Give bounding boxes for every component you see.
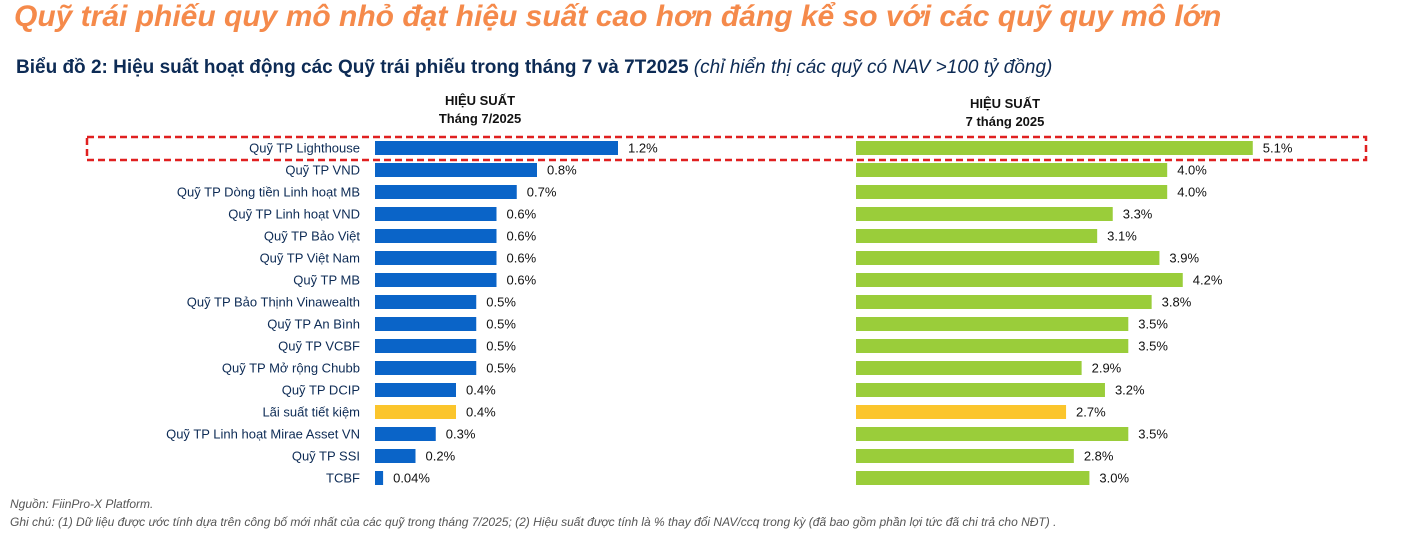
source-note: Nguồn: FiinPro-X Platform.: [10, 497, 154, 511]
data-label: 3.9%: [1169, 251, 1199, 266]
category-label: Quỹ TP Bảo Thịnh Vinawealth: [187, 295, 360, 310]
bar: [856, 251, 1160, 265]
header-line2: 7 tháng 2025: [965, 114, 1045, 129]
category-label: Quỹ TP Dòng tiền Linh hoạt MB: [177, 185, 360, 200]
bar: [856, 317, 1129, 331]
header-line1: HIỆU SUẤT: [969, 96, 1041, 111]
bar: [856, 141, 1253, 155]
bar: [856, 339, 1129, 353]
header-line2: Tháng 7/2025: [438, 111, 522, 126]
data-label: 5.1%: [1263, 141, 1293, 156]
bar: [856, 405, 1067, 419]
category-label: Quỹ TP Linh hoạt Mirae Asset VN: [166, 427, 360, 442]
bar: [375, 207, 497, 221]
bar: [375, 383, 456, 397]
bar: [375, 251, 497, 265]
header-ytd: HIỆU SUẤT 7 tháng 2025: [905, 95, 1105, 131]
bar: [375, 185, 517, 199]
header-month: HIỆU SUẤT Tháng 7/2025: [380, 92, 580, 128]
data-label: 3.5%: [1138, 339, 1168, 354]
category-label: TCBF: [326, 471, 360, 486]
data-label: 3.3%: [1123, 207, 1153, 222]
data-label: 0.8%: [547, 163, 577, 178]
data-label: 0.6%: [507, 273, 537, 288]
bar: [375, 317, 477, 331]
category-label: Quỹ TP Mở rộng Chubb: [222, 361, 360, 376]
chart-subtitle: Biểu đồ 2: Hiệu suất hoạt động các Quỹ t…: [16, 57, 1052, 79]
category-label: Quỹ TP VCBF: [278, 339, 360, 354]
data-label: 0.6%: [507, 207, 537, 222]
category-label: Quỹ TP VND: [285, 163, 360, 178]
bar: [856, 471, 1090, 485]
highlight-box: [85, 135, 1368, 162]
data-label: 3.5%: [1138, 317, 1168, 332]
bar: [375, 449, 416, 463]
data-label: 4.2%: [1193, 273, 1223, 288]
data-label: 3.5%: [1138, 427, 1168, 442]
bar: [856, 185, 1168, 199]
bar: [856, 295, 1152, 309]
data-label: 0.6%: [507, 229, 537, 244]
bar: [375, 471, 384, 485]
subtitle-bold: Biểu đồ 2: Hiệu suất hoạt động các Quỹ t…: [16, 57, 689, 78]
bar: [375, 141, 618, 155]
bar: [375, 339, 477, 353]
bar: [375, 229, 497, 243]
subtitle-italic: (chỉ hiển thị các quỹ có NAV >100 tỷ đồn…: [693, 57, 1053, 78]
bar: [856, 427, 1129, 441]
bar: [375, 295, 477, 309]
bar: [375, 427, 436, 441]
header-line1: HIỆU SUẤT: [444, 93, 516, 108]
bar: [856, 207, 1113, 221]
bar: [856, 383, 1105, 397]
data-label: 2.7%: [1076, 405, 1106, 420]
bar: [856, 361, 1082, 375]
data-label: 4.0%: [1177, 163, 1207, 178]
bar: [856, 163, 1168, 177]
data-label: 0.6%: [507, 251, 537, 266]
bar: [856, 449, 1074, 463]
data-label: 0.4%: [466, 405, 496, 420]
data-label: 0.2%: [426, 449, 456, 464]
category-label: Quỹ TP Lighthouse: [249, 141, 360, 156]
data-label: 3.8%: [1162, 295, 1192, 310]
category-label: Quỹ TP DCIP: [282, 383, 360, 398]
data-label: 0.7%: [527, 185, 557, 200]
bar: [856, 273, 1183, 287]
data-label: 3.0%: [1099, 471, 1129, 486]
page-title: Quỹ trái phiếu quy mô nhỏ đạt hiệu suất …: [14, 0, 1222, 33]
data-label: 0.5%: [486, 317, 516, 332]
data-label: 4.0%: [1177, 185, 1207, 200]
category-label: Lãi suất tiết kiệm: [262, 405, 360, 420]
data-label: 0.5%: [486, 295, 516, 310]
category-label: Quỹ TP Việt Nam: [260, 251, 360, 266]
data-label: 0.5%: [486, 361, 516, 376]
data-label: 0.04%: [393, 471, 430, 486]
data-label: 2.9%: [1092, 361, 1122, 376]
bar: [375, 361, 477, 375]
bar: [375, 163, 537, 177]
data-label: 3.2%: [1115, 383, 1145, 398]
data-label: 2.8%: [1084, 449, 1114, 464]
data-label: 0.5%: [486, 339, 516, 354]
category-label: Quỹ TP Bảo Việt: [264, 229, 361, 244]
data-label: 0.4%: [466, 383, 496, 398]
data-label: 0.3%: [446, 427, 476, 442]
data-label: 3.1%: [1107, 229, 1137, 244]
category-label: Quỹ TP Linh hoạt VND: [228, 207, 360, 222]
category-label: Quỹ TP SSI: [292, 449, 360, 464]
category-label: Quỹ TP An Bình: [267, 317, 360, 332]
category-label: Quỹ TP MB: [293, 273, 360, 288]
footnote: Ghi chú: (1) Dữ liệu được ước tính dựa t…: [10, 515, 1057, 529]
bar: [375, 273, 497, 287]
data-label: 1.2%: [628, 141, 658, 156]
bar: [856, 229, 1098, 243]
bar: [375, 405, 456, 419]
